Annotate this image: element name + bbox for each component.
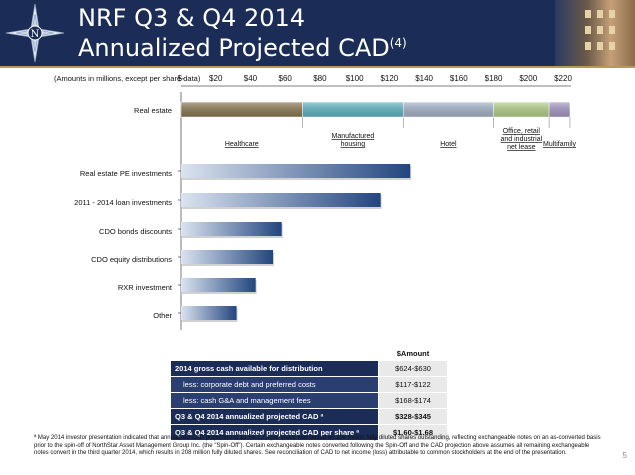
table-row: 2014 gross cash available for distributi… xyxy=(170,360,448,377)
slide-header: N NRF Q3 & Q4 2014 Annualized Projected … xyxy=(0,0,635,66)
category-labels: Real estate PE investments 2011 - 2014 lo… xyxy=(74,169,181,320)
category-label: CDO equity distributions xyxy=(91,255,172,264)
bar xyxy=(181,164,411,178)
table-row-value: $328-$345 xyxy=(378,408,448,425)
category-label: Real estate PE investments xyxy=(80,169,172,178)
table-row-value: $624-$630 xyxy=(378,360,448,377)
category-label: 2011 - 2014 loan investments xyxy=(74,198,172,207)
table-row-label: Q3 & Q4 2014 annualized projected CAD pe… xyxy=(170,424,379,441)
table-row-value: $117-$122 xyxy=(378,376,448,393)
table-header-amount: $Amount xyxy=(378,346,448,361)
segment-label-4: Multifamily xyxy=(543,141,577,148)
axis-note: (Amounts in millions, except per share d… xyxy=(54,74,201,83)
x-tick-label: $140 xyxy=(415,74,433,83)
segment-label-0: Healthcare xyxy=(225,141,259,148)
table-row-label: less: cash G&A and management fees xyxy=(170,392,379,409)
category-label: CDO bonds discounts xyxy=(99,227,172,236)
table-row-label: Q3 & Q4 2014 annualized projected CAD ª xyxy=(170,408,379,425)
x-tick-label: $220 xyxy=(554,74,572,83)
segment-label-2: Hotel xyxy=(440,141,457,148)
title-superscript: (4) xyxy=(389,36,407,50)
table-row: Q3 & Q4 2014 annualized projected CAD ª $… xyxy=(170,408,448,425)
segment-shade-1 xyxy=(302,102,404,117)
bar xyxy=(181,193,381,207)
x-tick-label: $40 xyxy=(244,74,258,83)
bar xyxy=(181,306,237,320)
segment-label-1: housing xyxy=(341,141,366,148)
segment-shade-2 xyxy=(403,102,494,117)
category-label-real-estate: Real estate xyxy=(134,106,172,115)
x-tick-label: $180 xyxy=(485,74,503,83)
building-photo xyxy=(555,0,635,66)
slide-title-text: Annualized Projected CAD xyxy=(78,34,390,62)
slide-title-line1: NRF Q3 & Q4 2014 xyxy=(78,4,306,32)
segment-label-3: Office, retail xyxy=(503,128,541,135)
real-estate-stacked-bar: Real estate Healthcare Manufacturedhousing… xyxy=(134,101,577,151)
x-axis-ticks: $- $20 $40 $60 $80 $100 $120 $140 $160 $180 $200 $2… xyxy=(177,74,572,83)
segment-label-3: and industrial xyxy=(501,136,543,143)
table-row: less: cash G&A and management fees $168-$… xyxy=(170,392,448,409)
cad-bar-chart: (Amounts in millions, except per share d… xyxy=(54,74,577,330)
category-label: Other xyxy=(153,311,172,320)
table-row-label: 2014 gross cash available for distributi… xyxy=(170,360,379,377)
table-row: less: corporate debt and preferred costs… xyxy=(170,376,448,393)
bar xyxy=(181,278,256,292)
footnote: ª May 2014 investor presentation indicat… xyxy=(34,435,601,456)
category-label: RXR investment xyxy=(118,283,173,292)
x-tick-label: $160 xyxy=(450,74,468,83)
bar xyxy=(181,250,274,264)
segment-label-3: net lease xyxy=(507,144,536,151)
table-row: Q3 & Q4 2014 annualized projected CAD pe… xyxy=(170,424,448,441)
cad-summary-table: $Amount 2014 gross cash available for dis… xyxy=(170,346,448,441)
category-bars xyxy=(181,164,412,322)
segment-shade-4 xyxy=(549,102,570,117)
x-tick-label: $100 xyxy=(346,74,364,83)
svg-text:N: N xyxy=(31,29,40,40)
header-divider xyxy=(0,66,635,68)
bar xyxy=(181,222,282,236)
slide-title-line2: Annualized Projected CAD(4) xyxy=(78,34,407,62)
segment-shade-3 xyxy=(493,102,550,117)
x-tick-label: $60 xyxy=(279,74,293,83)
x-tick-label: $120 xyxy=(380,74,398,83)
page-number: 5 xyxy=(622,451,627,460)
table-header-row: $Amount xyxy=(170,346,448,361)
segment-label-1: Manufactured xyxy=(331,133,374,140)
table-row-label: less: corporate debt and preferred costs xyxy=(170,376,379,393)
segment-shade-0 xyxy=(181,102,303,117)
x-tick-label: $20 xyxy=(209,74,223,83)
x-tick-label: $80 xyxy=(313,74,327,83)
table-row-value: $1.60-$1.68 xyxy=(378,424,448,441)
northstar-compass-logo: N xyxy=(4,2,66,64)
table-row-value: $168-$174 xyxy=(378,392,448,409)
x-tick-label: $- xyxy=(177,74,184,83)
x-tick-label: $200 xyxy=(519,74,537,83)
table-header-empty xyxy=(170,346,379,361)
